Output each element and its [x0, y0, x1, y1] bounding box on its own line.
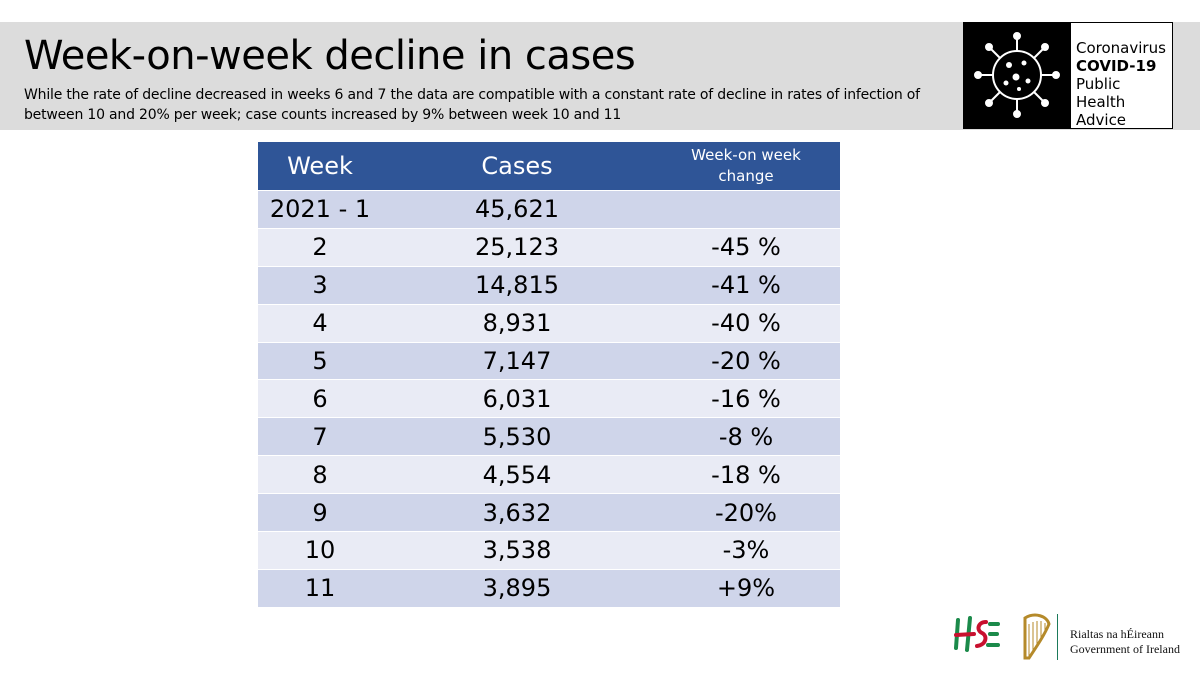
table-row: 2021 - 1 45,621 — [258, 190, 840, 229]
table-row: 7 5,530 -8 % — [258, 417, 840, 456]
table-body: 2021 - 1 45,621 2 25,123 -45 % 3 14,815 -41 % 4 8… — [258, 190, 840, 607]
cell-cases: 45,621 — [382, 190, 652, 229]
covid-badge-text: Coronavirus COVID-19 Public Health Advic… — [1076, 39, 1172, 129]
hse-logo-icon — [952, 614, 1002, 656]
header-cases: Cases — [382, 142, 652, 191]
harp-icon — [1017, 612, 1053, 662]
badge-line-1: Coronavirus — [1076, 39, 1166, 57]
cell-cases: 4,554 — [382, 455, 652, 494]
table-row: 9 3,632 -20% — [258, 493, 840, 532]
cell-change: -41 % — [652, 265, 840, 305]
cell-cases: 7,147 — [382, 341, 652, 380]
cell-week: 5 — [258, 341, 382, 380]
header-week: Week — [258, 142, 382, 191]
cell-week: 10 — [258, 531, 382, 570]
cell-change — [652, 190, 840, 229]
table-row: 3 14,815 -41 % — [258, 265, 840, 305]
table-row: 8 4,554 -18 % — [258, 455, 840, 494]
header-change: Week-on week change — [652, 142, 840, 191]
cell-week: 2021 - 1 — [258, 190, 382, 229]
virus-icon — [964, 23, 1071, 128]
cell-week: 7 — [258, 417, 382, 456]
cell-cases: 3,538 — [382, 531, 652, 570]
cell-change: -16 % — [652, 379, 840, 418]
table-header-row: Week Cases Week-on week change — [258, 142, 840, 191]
cell-week: 2 — [258, 227, 382, 267]
cell-week: 3 — [258, 265, 382, 305]
table-row: 6 6,031 -16 % — [258, 379, 840, 418]
cell-cases: 6,031 — [382, 379, 652, 418]
gov-divider — [1057, 614, 1058, 660]
badge-line-3: Public Health — [1076, 75, 1126, 111]
badge-line-4: Advice — [1076, 111, 1127, 129]
table-row: 2 25,123 -45 % — [258, 227, 840, 267]
table-row: 10 3,538 -3% — [258, 531, 840, 570]
cell-cases: 5,530 — [382, 417, 652, 456]
cell-change: -8 % — [652, 417, 840, 456]
cell-week: 9 — [258, 493, 382, 532]
gov-logo-text: Rialtas na hÉireann Government of Irelan… — [1070, 627, 1180, 657]
cell-change: -20 % — [652, 341, 840, 380]
gov-line-english: Government of Ireland — [1070, 642, 1180, 656]
cell-change: -18 % — [652, 455, 840, 494]
gov-line-irish: Rialtas na hÉireann — [1070, 627, 1164, 641]
cell-week: 4 — [258, 303, 382, 343]
cell-change: +9% — [652, 568, 840, 607]
slide-subtitle: While the rate of decline decreased in w… — [24, 87, 920, 123]
cell-cases: 3,632 — [382, 493, 652, 532]
badge-line-2: COVID-19 — [1076, 57, 1157, 75]
cell-cases: 25,123 — [382, 227, 652, 267]
cell-change: -3% — [652, 531, 840, 570]
header-change-label: Week-on week change — [691, 146, 801, 185]
cell-week: 8 — [258, 455, 382, 494]
cell-change: -20% — [652, 493, 840, 532]
cell-week: 6 — [258, 379, 382, 418]
cell-cases: 14,815 — [382, 265, 652, 305]
slide-title: Week-on-week decline in cases — [24, 33, 636, 79]
cell-change: -45 % — [652, 227, 840, 267]
table-row: 11 3,895 +9% — [258, 568, 840, 607]
cell-cases: 8,931 — [382, 303, 652, 343]
cell-change: -40 % — [652, 303, 840, 343]
table-row: 4 8,931 -40 % — [258, 303, 840, 343]
cell-cases: 3,895 — [382, 568, 652, 607]
cell-week: 11 — [258, 568, 382, 607]
covid-badge: Coronavirus COVID-19 Public Health Advic… — [963, 22, 1173, 129]
table-row: 5 7,147 -20 % — [258, 341, 840, 380]
